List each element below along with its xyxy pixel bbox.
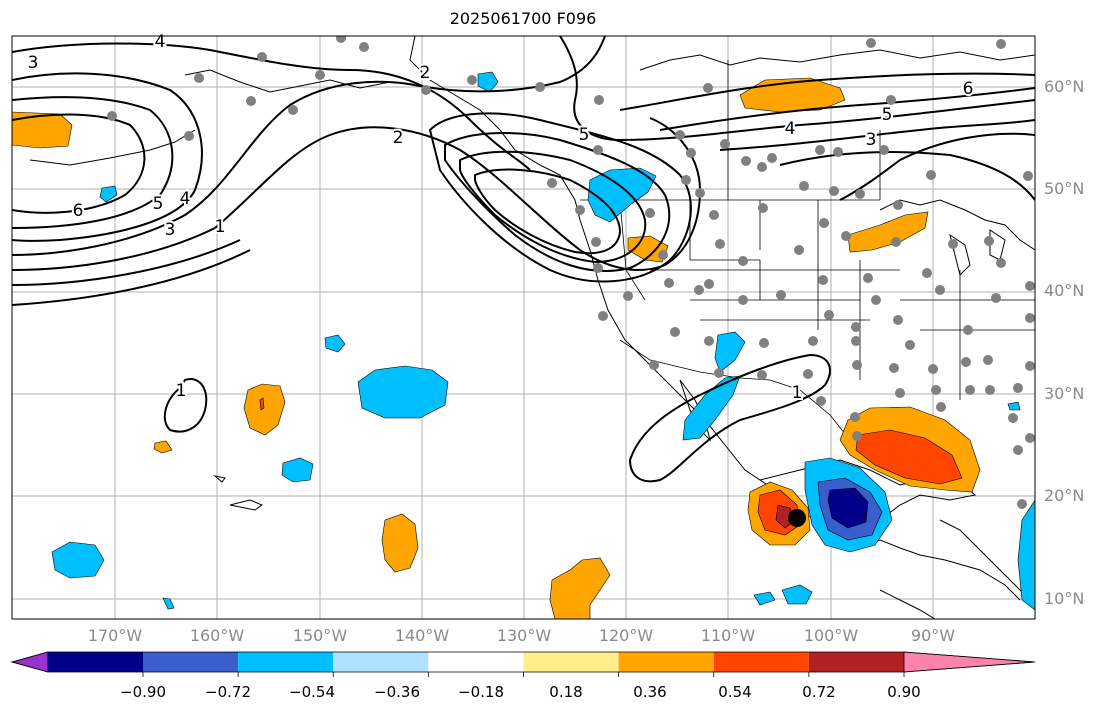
contour-label: 1 xyxy=(215,217,226,237)
contour-label: 1 xyxy=(792,383,803,403)
colorbar-label: 0.90 xyxy=(887,683,921,701)
anomaly-patch xyxy=(12,111,73,149)
colorbar-extend-high xyxy=(903,651,1036,673)
anomaly-patch xyxy=(51,541,105,579)
contour-lines xyxy=(12,36,1035,483)
anomaly-patch xyxy=(357,365,449,419)
lat-tick-label: 60°N xyxy=(1044,77,1085,96)
filled-contours xyxy=(12,71,1035,619)
gridlines xyxy=(12,36,1035,619)
colorbar-label: −0.54 xyxy=(289,683,335,701)
contour-label: 6 xyxy=(963,79,974,99)
lat-tick-label: 50°N xyxy=(1044,179,1085,198)
anomaly-patch xyxy=(753,591,776,606)
contour-label: 4 xyxy=(785,119,796,139)
anomaly-patch xyxy=(259,397,265,411)
lat-tick-label: 30°N xyxy=(1044,384,1085,403)
colorbar-segment xyxy=(808,652,904,672)
lon-tick-label: 130°W xyxy=(496,626,552,645)
anomaly-patch xyxy=(827,487,869,529)
anomaly-patch xyxy=(381,513,419,573)
anomaly-patch xyxy=(549,557,611,619)
colorbar-label: 0.36 xyxy=(633,683,667,701)
contour-label: 3 xyxy=(28,53,39,73)
lat-tick-label: 10°N xyxy=(1044,589,1085,608)
contour-label: 5 xyxy=(882,105,893,125)
lon-tick-label: 150°W xyxy=(292,626,348,645)
anomaly-patch xyxy=(781,584,813,605)
contour-label: 3 xyxy=(165,220,176,240)
lon-tick-label: 110°W xyxy=(700,626,756,645)
colorbar-label: 0.54 xyxy=(718,683,752,701)
contour-label: 4 xyxy=(180,189,191,209)
contour-label: 2 xyxy=(420,63,431,83)
contour-label: 4 xyxy=(155,32,166,52)
anomaly-patch xyxy=(627,235,669,263)
anomaly-patch xyxy=(281,457,314,483)
anomaly-patch xyxy=(1007,401,1021,411)
anomaly-patch xyxy=(682,375,741,441)
colorbar-segment xyxy=(333,652,429,672)
anomaly-patch xyxy=(1017,499,1035,611)
contour-label: 5 xyxy=(153,194,164,214)
anomaly-patch xyxy=(99,185,118,203)
anomaly-patch xyxy=(587,167,657,223)
colorbar-extend-low xyxy=(10,651,49,673)
anomaly-patch xyxy=(477,71,499,93)
lon-tick-label: 100°W xyxy=(803,626,859,645)
colorbar-segment xyxy=(713,652,809,672)
contour-label: 5 xyxy=(579,125,590,145)
colorbar-segment xyxy=(47,652,143,672)
lon-tick-label: 140°W xyxy=(394,626,450,645)
contour-label: 3 xyxy=(866,130,877,150)
anomaly-patch xyxy=(855,429,963,485)
colorbar-segment xyxy=(143,652,239,672)
borders xyxy=(580,60,1035,441)
colorbar-segment xyxy=(428,652,524,672)
colorbar xyxy=(10,651,1036,677)
contour-label: 2 xyxy=(393,128,404,148)
colorbar-label: −0.72 xyxy=(205,683,251,701)
colorbar-outline xyxy=(10,651,1036,673)
colorbar-segment xyxy=(238,652,334,672)
storm-center-marker xyxy=(788,509,806,527)
colorbar-label: 0.72 xyxy=(802,683,836,701)
contour-label: 6 xyxy=(73,201,84,221)
colorbar-label: −0.18 xyxy=(458,683,504,701)
colorbar-segment xyxy=(523,652,619,672)
contour-label: 1 xyxy=(176,381,187,401)
anomaly-patch xyxy=(243,383,286,436)
lat-tick-label: 40°N xyxy=(1044,281,1085,300)
anomaly-patch xyxy=(324,334,346,353)
anomaly-patch xyxy=(714,331,746,373)
colorbar-label: −0.90 xyxy=(120,683,166,701)
colorbar-label: −0.36 xyxy=(374,683,420,701)
anomaly-patch xyxy=(162,597,175,610)
lat-tick-label: 20°N xyxy=(1044,486,1085,505)
lon-tick-label: 170°W xyxy=(87,626,143,645)
lon-tick-label: 90°W xyxy=(910,626,956,645)
colorbar-label: 0.18 xyxy=(549,683,583,701)
map-title: 2025061700 F096 xyxy=(449,9,597,28)
colorbar-segment xyxy=(618,652,714,672)
lon-tick-label: 160°W xyxy=(189,626,245,645)
map-frame xyxy=(11,35,1036,620)
lon-tick-label: 120°W xyxy=(598,626,654,645)
anomaly-patch xyxy=(153,440,173,454)
anomaly-patch xyxy=(847,211,929,253)
station-dots xyxy=(107,36,1035,509)
